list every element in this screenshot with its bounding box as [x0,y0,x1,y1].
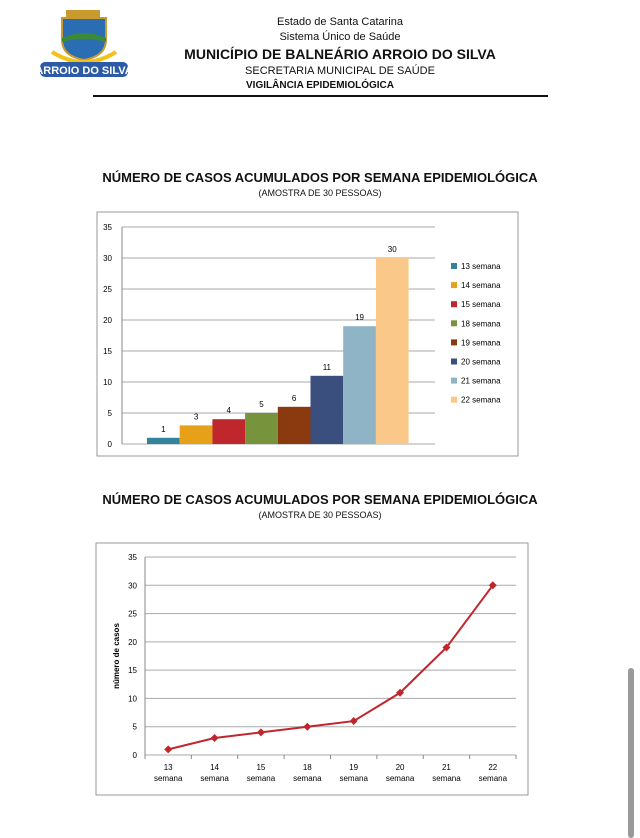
x-tick-label: 20 [396,763,405,772]
y-tick-label: 0 [108,440,113,449]
x-tick-label: semana [154,774,183,783]
data-label: 6 [292,394,297,403]
legend-label: 22 semana [461,396,501,405]
x-tick-label: 22 [488,763,497,772]
legend-swatch [451,339,457,346]
header-divider [93,95,548,97]
legend-swatch [451,358,457,365]
legend-label: 14 semana [461,281,501,290]
y-tick-label: 20 [128,638,137,647]
y-tick-label: 5 [108,409,113,418]
x-tick-label: 19 [349,763,358,772]
y-axis-label: número de casos [112,623,121,689]
y-tick-label: 5 [133,723,138,732]
legend-swatch [451,320,457,327]
chart2-title: NÚMERO DE CASOS ACUMULADOS POR SEMANA EP… [102,492,538,507]
data-label: 11 [323,363,332,372]
legend-label: 20 semana [461,358,501,367]
header-system: Sistema Único de Saúde [279,31,401,43]
x-tick-label: semana [293,774,322,783]
y-tick-label: 15 [128,666,137,675]
x-tick-label: 21 [442,763,451,772]
y-tick-label: 25 [128,610,137,619]
header-municipality: MUNICÍPIO DE BALNEÁRIO ARROIO DO SILVA [184,46,496,62]
data-point [256,728,265,737]
data-point [210,734,219,743]
x-tick-label: semana [432,774,461,783]
data-label: 5 [259,400,264,409]
data-point [396,688,405,697]
y-tick-label: 10 [103,378,112,387]
logo: ARROIO DO SILVA [35,8,133,78]
legend-label: 19 semana [461,338,501,347]
x-tick-label: semana [479,774,508,783]
y-tick-label: 10 [128,694,137,703]
y-tick-label: 30 [103,254,112,263]
y-tick-label: 15 [103,347,112,356]
bar-22-semana [375,258,409,444]
y-tick-label: 35 [103,223,112,232]
data-point [164,745,173,754]
data-label: 3 [194,412,199,421]
header-state: Estado de Santa Catarina [277,16,403,28]
logo-text: ARROIO DO SILVA [38,65,130,77]
legend-swatch [451,377,457,384]
header-secretariat: SECRETARIA MUNICIPAL DE SAÚDE [245,65,435,77]
legend-swatch [451,301,457,308]
bar-15-semana [212,419,246,444]
x-tick-label: 15 [256,763,265,772]
legend-swatch [451,263,457,269]
bar-14-semana [179,425,213,444]
legend-swatch [451,282,457,289]
data-point [442,643,451,652]
bar-13-semana [147,437,180,444]
series-line [167,584,494,751]
legend-label: 13 semana [461,262,501,271]
coat-of-arms-icon: ARROIO DO SILVA [35,10,133,77]
x-tick-label: semana [200,774,229,783]
data-label: 19 [355,313,364,322]
legend-label: 18 semana [461,319,501,328]
y-tick-label: 0 [133,751,138,760]
data-point [488,581,497,590]
data-point [303,722,312,731]
y-tick-label: 35 [128,553,137,562]
legend-label: 21 semana [461,377,501,386]
x-tick-label: 14 [210,763,219,772]
legend-label: 15 semana [461,300,501,309]
data-label: 4 [227,406,232,415]
bar-20-semana [310,375,344,444]
x-tick-label: semana [386,774,415,783]
x-tick-label: 13 [164,763,173,772]
bar-18-semana [245,413,278,444]
data-label: 30 [388,245,397,254]
data-label: 1 [161,425,166,434]
header-department: VIGILÂNCIA EPIDEMIOLÓGICA [246,80,394,91]
data-point [349,717,358,726]
chart1-title: NÚMERO DE CASOS ACUMULADOS POR SEMANA EP… [102,170,538,185]
legend-swatch [451,396,457,403]
scrollbar[interactable] [628,668,634,838]
y-tick-label: 20 [103,316,112,325]
chart1-subtitle: (AMOSTRA DE 30 PESSOAS) [258,188,382,198]
bar-21-semana [343,326,376,444]
bar-19-semana [277,406,311,444]
chart2-frame [95,542,529,796]
x-tick-label: 18 [303,763,312,772]
x-tick-label: semana [247,774,276,783]
y-tick-label: 25 [103,285,112,294]
y-tick-label: 30 [128,581,137,590]
x-tick-label: semana [339,774,368,783]
chart2-subtitle: (AMOSTRA DE 30 PESSOAS) [258,510,382,520]
